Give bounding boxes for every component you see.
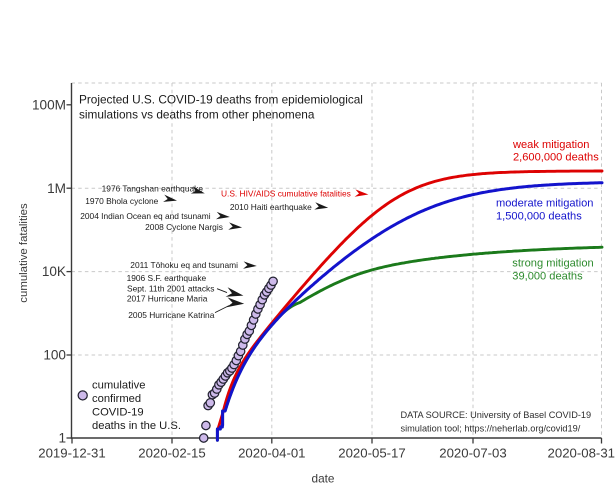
svg-text:2017 Hurricane Maria: 2017 Hurricane Maria xyxy=(127,294,208,304)
svg-text:2010 Haiti earthquake: 2010 Haiti earthquake xyxy=(230,202,312,212)
svg-text:1M: 1M xyxy=(47,181,66,196)
svg-text:2008 Cyclone Nargis: 2008 Cyclone Nargis xyxy=(145,222,223,232)
svg-text:2005 Hurricane Katrina: 2005 Hurricane Katrina xyxy=(128,310,214,320)
svg-text:weak mitigation: weak mitigation xyxy=(512,139,589,151)
svg-text:DATA SOURCE: University of Bas: DATA SOURCE: University of Basel COVID-1… xyxy=(401,410,592,420)
svg-text:Sept. 11th 2001 attacks: Sept. 11th 2001 attacks xyxy=(127,284,214,294)
svg-text:simulations vs deaths from oth: simulations vs deaths from other phenome… xyxy=(79,108,315,122)
svg-text:date: date xyxy=(312,471,335,485)
svg-text:2004 Indian Ocean eq and tsuna: 2004 Indian Ocean eq and tsunami xyxy=(80,211,211,221)
svg-text:1906 S.F. earthquake: 1906 S.F. earthquake xyxy=(127,273,207,283)
svg-text:moderate mitigation: moderate mitigation xyxy=(496,197,593,209)
svg-text:100M: 100M xyxy=(32,97,66,112)
svg-text:100: 100 xyxy=(43,348,66,363)
svg-text:cumulative: cumulative xyxy=(92,380,145,392)
svg-text:deaths in the U.S.: deaths in the U.S. xyxy=(92,420,181,432)
svg-text:2020-02-15: 2020-02-15 xyxy=(138,446,205,461)
svg-text:U.S. HIV/AIDS cumulative fatal: U.S. HIV/AIDS cumulative fatalities xyxy=(221,189,351,199)
svg-text:confirmed: confirmed xyxy=(92,393,141,405)
svg-text:2,600,000 deaths: 2,600,000 deaths xyxy=(513,151,599,163)
svg-text:Projected U.S. COVID-19 deaths: Projected U.S. COVID-19 deaths from epid… xyxy=(79,93,363,107)
svg-text:1: 1 xyxy=(58,431,66,446)
svg-text:2019-12-31: 2019-12-31 xyxy=(38,446,105,461)
svg-text:2020-07-03: 2020-07-03 xyxy=(439,446,506,461)
svg-text:10K: 10K xyxy=(42,264,66,279)
svg-text:39,000 deaths: 39,000 deaths xyxy=(512,271,583,283)
svg-text:cumulative fatalities: cumulative fatalities xyxy=(18,203,30,303)
svg-text:strong mitigation: strong mitigation xyxy=(512,258,593,270)
svg-text:1,500,000 deaths: 1,500,000 deaths xyxy=(496,211,582,223)
svg-text:1976 Tangshan earthquake: 1976 Tangshan earthquake xyxy=(102,184,204,194)
svg-text:2020-05-17: 2020-05-17 xyxy=(338,446,405,461)
svg-text:1970 Bhola cyclone: 1970 Bhola cyclone xyxy=(85,196,158,206)
svg-text:simulation tool; https://neher: simulation tool; https://neherlab.org/co… xyxy=(401,423,581,433)
svg-text:2011 Tōhoku eq and tsunami: 2011 Tōhoku eq and tsunami xyxy=(130,260,238,270)
svg-text:2020-08-31: 2020-08-31 xyxy=(548,446,615,461)
svg-text:2020-04-01: 2020-04-01 xyxy=(238,446,305,461)
svg-text:COVID-19: COVID-19 xyxy=(92,406,144,418)
